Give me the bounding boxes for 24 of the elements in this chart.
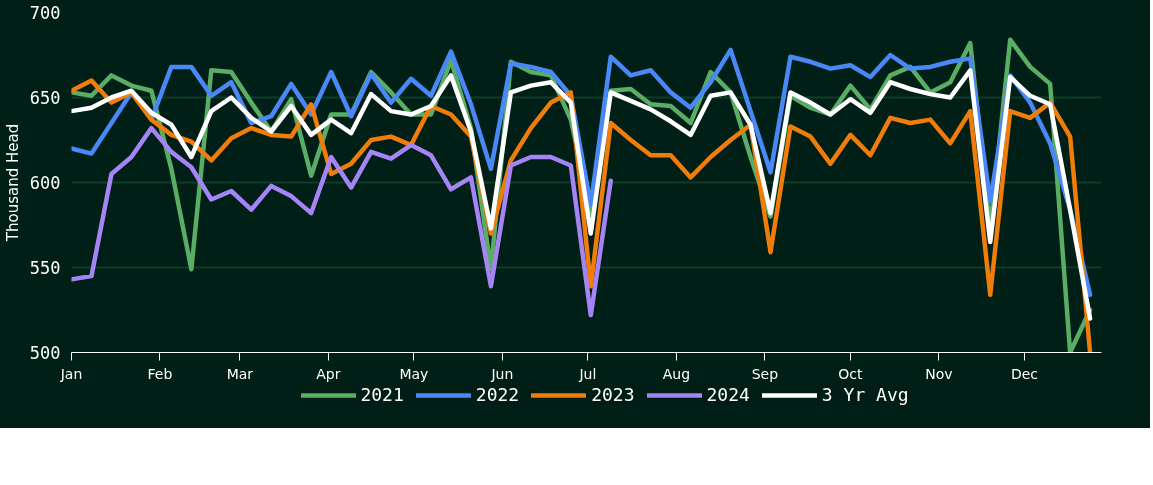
legend-label: 2022 <box>475 384 520 405</box>
x-tick-label: Mar <box>226 365 254 382</box>
x-tick-label: Nov <box>925 365 953 382</box>
x-tick-label: Oct <box>838 365 864 382</box>
line-series <box>71 125 613 318</box>
y-tick-label: 500 <box>29 343 61 363</box>
legend-label: 2024 <box>706 384 750 405</box>
y-axis-title: Thousand Head <box>3 123 22 243</box>
x-tick-label: Aug <box>662 365 691 382</box>
legend-label: 2021 <box>360 384 404 405</box>
y-tick-label: 550 <box>29 258 61 278</box>
x-tick-label: Jan <box>59 365 83 382</box>
legend-label: 2023 <box>591 384 635 405</box>
x-tick-label: Jul <box>578 365 597 382</box>
x-tick-label: Jun <box>490 365 514 382</box>
x-tick-label: Apr <box>316 365 341 382</box>
x-tick-label: Sep <box>751 365 779 382</box>
x-tick-label: Dec <box>1010 365 1039 382</box>
x-tick-label: May <box>399 365 429 382</box>
x-tick-label: Feb <box>147 365 173 382</box>
legend-label: 3 Yr Avg <box>821 384 909 405</box>
y-tick-label: 650 <box>29 88 61 108</box>
y-tick-label: 700 <box>29 3 61 23</box>
y-tick-label: 600 <box>29 173 61 193</box>
